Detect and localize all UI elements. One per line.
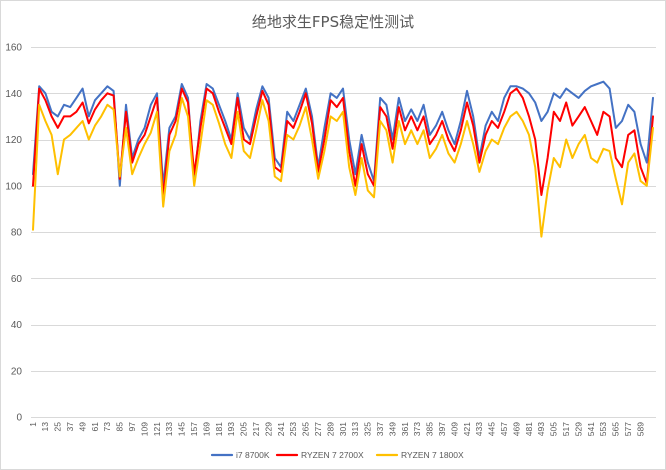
x-tick-label: 517 [561,422,571,436]
x-tick-label: 373 [412,422,422,436]
x-tick-label: 529 [573,422,583,436]
x-tick-label: 493 [536,422,546,436]
x-tick-label: 313 [350,422,360,436]
x-tick-label: 1 [28,422,38,427]
x-tick-label: 541 [586,422,596,436]
x-tick-label: 169 [201,422,211,436]
x-tick-label: 385 [425,422,435,436]
x-tick-label: 577 [623,422,633,436]
x-tick-label: 469 [511,422,521,436]
x-tick-label: 481 [524,422,534,436]
y-tick-label: 160 [5,43,22,54]
x-tick-label: 505 [549,422,559,436]
y-tick-label: 60 [11,274,23,285]
x-tick-label: 565 [611,422,621,436]
x-tick-label: 97 [127,422,137,432]
legend: i7 8700K RYZEN 7 2700X RYZEN 7 1800X [210,450,464,460]
x-tick-label: 85 [115,422,125,432]
x-tick-label: 433 [474,422,484,436]
x-tick-label: 217 [251,422,261,436]
x-tick-label: 457 [499,422,509,436]
x-tick-label: 553 [598,422,608,436]
x-tick-label: 121 [152,422,162,436]
series-line-ryzen-7-2700x [32,87,654,199]
x-tick-label: 349 [387,422,397,436]
y-tick-label: 0 [16,413,22,424]
x-tick-label: 193 [226,422,236,436]
x-tick-label: 25 [53,422,63,432]
x-tick-label: 241 [276,422,286,436]
x-tick-label: 265 [301,422,311,436]
y-tick-label: 140 [5,89,22,100]
x-tick-label: 409 [449,422,459,436]
x-axis-labels: 1 13 25 37 49 61 73 85 97 109 121 133 145 157 169 181 19… [28,422,646,436]
chart-title: 绝地求生FPS稳定性测试 [252,13,414,31]
x-tick-label: 589 [635,422,645,436]
legend-label-i7-8700k: i7 8700K [236,450,270,460]
y-tick-label: 120 [5,135,22,146]
x-tick-label: 145 [177,422,187,436]
x-tick-label: 361 [400,422,410,436]
series-line-i7-8700k [32,80,654,187]
x-tick-label: 229 [263,422,273,436]
x-tick-label: 157 [189,422,199,436]
x-tick-label: 445 [487,422,497,436]
y-axis-labels: 0 20 40 60 80 100 120 140 160 [5,43,22,424]
gridlines [31,47,656,418]
legend-item-ryzen-7-1800x: RYZEN 7 1800X [375,450,464,460]
x-tick-label: 181 [214,422,224,436]
x-tick-label: 301 [338,422,348,436]
x-tick-label: 253 [288,422,298,436]
x-tick-label: 49 [77,422,87,432]
x-tick-label: 109 [139,422,149,436]
series-lines [32,80,654,238]
y-tick-label: 20 [11,366,23,377]
x-tick-label: 13 [40,422,50,432]
x-tick-label: 73 [102,422,112,432]
series-line-ryzen-7-1800x [32,96,654,238]
y-tick-label: 80 [11,228,23,239]
legend-item-i7-8700k: i7 8700K [210,450,270,460]
x-tick-label: 325 [363,422,373,436]
x-tick-label: 277 [313,422,323,436]
y-tick-label: 100 [5,181,22,192]
x-tick-label: 37 [65,422,75,432]
legend-label-ryzen-7-2700x: RYZEN 7 2700X [301,450,364,460]
x-tick-label: 289 [325,422,335,436]
x-tick-label: 133 [164,422,174,436]
x-tick-label: 397 [437,422,447,436]
x-tick-label: 421 [462,422,472,436]
x-tick-label: 337 [375,422,385,436]
legend-label-ryzen-7-1800x: RYZEN 7 1800X [401,450,464,460]
x-tick-label: 205 [239,422,249,436]
y-tick-label: 40 [11,320,23,331]
legend-item-ryzen-7-2700x: RYZEN 7 2700X [275,450,364,460]
x-tick-label: 61 [90,422,100,432]
